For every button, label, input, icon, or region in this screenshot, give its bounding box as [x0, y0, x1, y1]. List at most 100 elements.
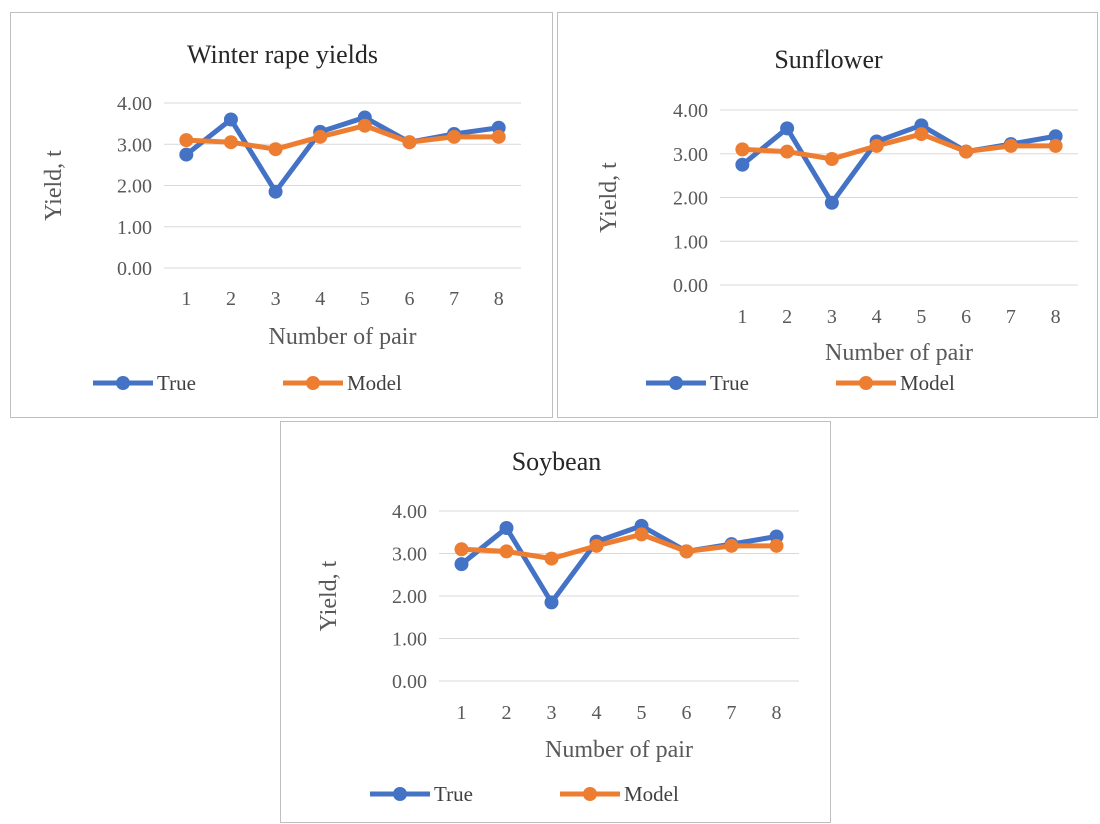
series-true	[735, 118, 1063, 210]
y-tick-label: 0.00	[117, 258, 152, 280]
x-tick-label: 7	[449, 288, 459, 310]
series-line-true	[740, 122, 1057, 206]
y-tick-label: 3.00	[392, 544, 427, 566]
chart-panel-soybean: Soybean 0.00 1.00 2.00 3.00 4.00 1 2 3 4 5 6 7 8 Numbe…	[280, 421, 831, 823]
data-point-model	[914, 127, 929, 142]
x-tick-label: 8	[1051, 306, 1061, 328]
data-point-model	[679, 544, 694, 559]
x-tick-label: 7	[1006, 306, 1016, 328]
x-tick-label: 6	[961, 306, 971, 328]
legend-item-true: True	[93, 371, 196, 395]
chart-panel-sunflower: Sunflower 0.00 1.00 2.00 3.00 4.00 1 2 3 4 5 6 7 8 Num…	[557, 12, 1098, 418]
x-tick-label: 8	[772, 702, 782, 724]
y-tick-label: 1.00	[392, 629, 427, 651]
x-tick-label: 3	[547, 702, 557, 724]
data-point-model	[735, 142, 750, 157]
y-tick-label: 3.00	[117, 134, 152, 156]
legend-marker	[859, 376, 873, 390]
chart-panel-winter-rape: Winter rape yields 0.00 1.00 2.00 3.00 4.00 1 2…	[10, 12, 553, 418]
line-chart: Soybean 0.00 1.00 2.00 3.00 4.00 1 2 3 4 5 6 7 8 Numbe…	[316, 447, 799, 806]
legend-marker	[393, 787, 407, 801]
chart-title: Winter rape yields	[187, 40, 378, 69]
legend-label: Model	[624, 782, 679, 806]
x-tick-label: 7	[727, 702, 737, 724]
x-tick-label: 6	[682, 702, 692, 724]
legend-marker	[669, 376, 683, 390]
legend-label: Model	[347, 371, 402, 395]
data-point-model	[223, 135, 238, 150]
series-line-model	[186, 123, 499, 152]
y-tick-label: 2.00	[673, 188, 708, 210]
legend-item-true: True	[370, 782, 473, 806]
legend-marker	[116, 376, 130, 390]
data-point-model	[447, 129, 462, 144]
series-line-model	[461, 531, 777, 562]
y-tick-label: 4.00	[392, 501, 427, 523]
data-point-model	[1048, 138, 1063, 153]
data-point-model	[634, 527, 649, 542]
x-tick-label: 5	[637, 702, 647, 724]
x-tick-label: 3	[271, 288, 281, 310]
x-tick-label: 6	[404, 288, 414, 310]
y-tick-label: 4.00	[117, 93, 152, 115]
x-tick-label: 1	[457, 702, 467, 724]
series-model	[179, 118, 506, 157]
data-point-true	[499, 521, 514, 535]
y-tick-label: 1.00	[673, 231, 708, 253]
legend-item-true: True	[646, 371, 749, 395]
y-tick-label: 2.00	[117, 176, 152, 198]
x-tick-label: 4	[592, 702, 602, 724]
data-point-true	[454, 557, 469, 572]
y-tick-label: 0.00	[673, 275, 708, 297]
x-tick-label: 4	[872, 306, 882, 328]
data-point-model	[589, 538, 604, 553]
data-point-model	[402, 135, 417, 150]
y-axis-title: Yield, t	[41, 150, 67, 221]
legend-marker	[306, 376, 320, 390]
data-point-model	[724, 538, 739, 553]
data-point-model	[179, 133, 194, 148]
series-line-true	[459, 523, 777, 605]
line-chart: Winter rape yields 0.00 1.00 2.00 3.00 4.00 1 2…	[41, 40, 521, 395]
legend-item-model: Model	[560, 782, 679, 806]
legend-label: True	[710, 371, 749, 395]
y-axis-title: Yield, t	[316, 560, 342, 631]
data-point-true	[223, 112, 238, 127]
chart-title: Sunflower	[774, 45, 883, 74]
x-tick-label: 2	[226, 288, 236, 310]
legend-label: Model	[900, 371, 955, 395]
data-point-model	[1003, 138, 1018, 153]
data-point-true	[544, 595, 559, 610]
data-point-model	[824, 152, 839, 166]
y-tick-label: 2.00	[392, 586, 427, 608]
x-tick-label: 1	[181, 288, 191, 310]
data-point-true	[780, 121, 795, 136]
legend-label: True	[434, 782, 473, 806]
data-point-model	[769, 538, 784, 553]
y-tick-label: 4.00	[673, 100, 708, 122]
x-tick-label: 1	[737, 306, 747, 328]
legend-label: True	[157, 371, 196, 395]
series-line-model	[742, 131, 1056, 162]
data-point-model	[544, 551, 559, 566]
y-tick-label: 0.00	[392, 671, 427, 693]
x-axis-title: Number of pair	[825, 340, 973, 366]
series-model	[454, 527, 784, 566]
data-point-model	[869, 138, 884, 153]
x-tick-label: 4	[315, 288, 325, 310]
x-axis-title: Number of pair	[545, 737, 693, 763]
data-point-model	[357, 118, 372, 133]
data-point-true	[179, 147, 194, 162]
x-tick-label: 2	[502, 702, 512, 724]
data-point-true	[268, 184, 283, 199]
data-point-true	[735, 157, 750, 172]
data-point-model	[499, 544, 514, 559]
data-point-model	[268, 142, 283, 157]
data-point-model	[313, 129, 328, 144]
x-tick-label: 5	[360, 288, 370, 310]
x-tick-label: 3	[827, 306, 837, 328]
data-point-model	[454, 542, 469, 557]
x-axis-title: Number of pair	[269, 324, 417, 350]
series-true	[454, 518, 784, 610]
line-chart: Sunflower 0.00 1.00 2.00 3.00 4.00 1 2 3 4 5 6 7 8 Num…	[596, 45, 1078, 395]
